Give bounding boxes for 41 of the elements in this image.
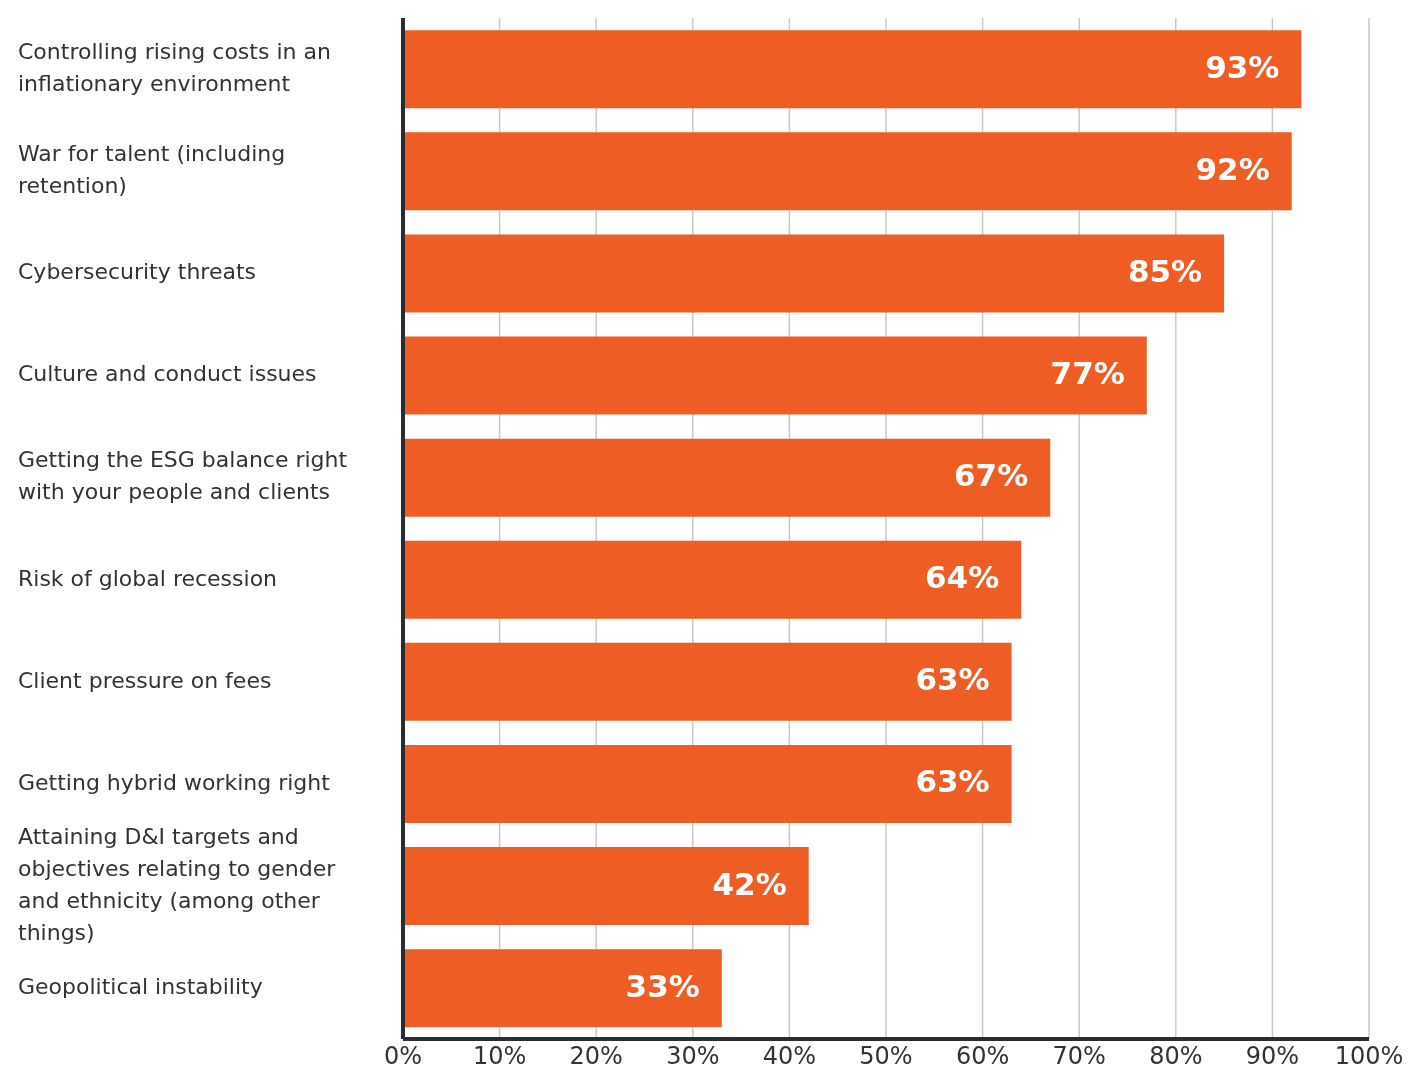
y-tick-label: Cybersecurity threats: [18, 259, 256, 285]
bar: [403, 234, 1225, 313]
bar: [403, 438, 1051, 517]
data-label: 85%: [1127, 252, 1203, 289]
y-tick-label: Attaining D&I targets and objectives relating to gender and ethnicity (among other things): [18, 823, 337, 945]
x-tick-label: 50%: [859, 1042, 913, 1071]
data-label: 77%: [1050, 355, 1125, 392]
bar: [403, 30, 1302, 109]
y-tick-label: Geopolitical instability: [18, 973, 263, 999]
x-tick-label: 60%: [955, 1042, 1010, 1071]
data-label: 93%: [1205, 48, 1280, 85]
data-label: 64%: [925, 559, 1000, 596]
y-tick-label: War for talent (including retention): [18, 141, 286, 199]
x-tick-label: 100%: [1334, 1042, 1404, 1071]
bar: [403, 642, 1012, 721]
y-tick-label: Getting the ESG balance right with your people and clients: [18, 447, 348, 505]
x-tick-label: 40%: [762, 1042, 817, 1071]
y-tick-label: Controlling rising costs in an inflationary environment: [18, 39, 331, 97]
x-tick-label: 80%: [1149, 1042, 1203, 1071]
data-label: 67%: [954, 457, 1029, 494]
x-tick-label: 90%: [1245, 1042, 1300, 1071]
y-tick-label: Client pressure on fees: [18, 667, 272, 693]
x-tick-label: 30%: [666, 1042, 720, 1071]
bar: [403, 949, 722, 1028]
x-tick-label: 20%: [569, 1042, 623, 1071]
x-tick-label: 0%: [383, 1042, 423, 1071]
data-label: 63%: [915, 763, 990, 800]
bar: [403, 336, 1147, 415]
y-tick-label: Risk of global recession: [18, 565, 278, 591]
data-label: 92%: [1195, 150, 1270, 187]
bar: [403, 540, 1022, 619]
bar: [403, 132, 1292, 211]
x-tick-label: 10%: [472, 1042, 527, 1071]
y-tick-label: Culture and conduct issues: [18, 361, 317, 387]
bar: [403, 744, 1012, 823]
y-tick-label: Getting hybrid working right: [18, 769, 331, 795]
bar: [403, 847, 809, 926]
data-label: 63%: [915, 661, 990, 698]
data-label: 33%: [625, 967, 700, 1004]
data-label: 42%: [712, 865, 787, 902]
x-tick-label: 70%: [1052, 1042, 1106, 1071]
